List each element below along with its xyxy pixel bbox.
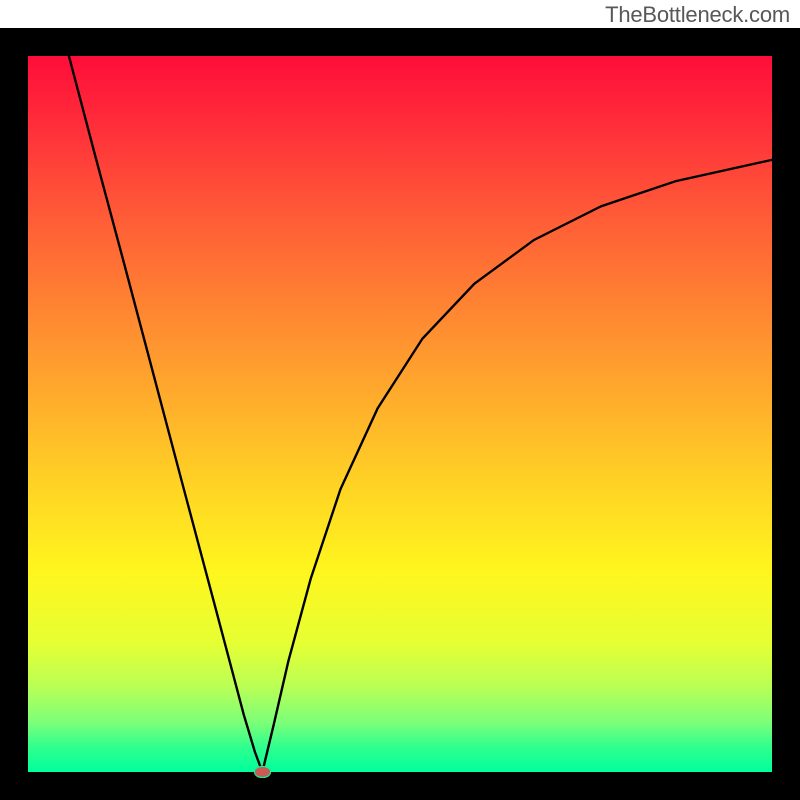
bottleneck-chart xyxy=(28,56,772,772)
frame-border-left xyxy=(0,28,28,800)
chart-area xyxy=(28,56,772,772)
watermark-text: TheBottleneck.com xyxy=(605,2,790,28)
frame-border-bottom xyxy=(0,772,800,800)
chart-background xyxy=(28,56,772,772)
frame-border-right xyxy=(772,28,800,800)
frame-border-top xyxy=(0,28,800,56)
minimum-marker xyxy=(254,766,270,777)
